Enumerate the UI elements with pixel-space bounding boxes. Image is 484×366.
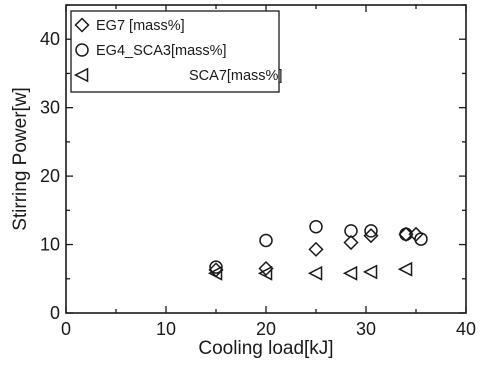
tick-labels: 0 10 20 30 40 0 10 20 30 40: [40, 29, 476, 339]
x-tick-label: 40: [456, 319, 476, 339]
data-point-diamond: [258, 260, 274, 277]
x-tick-label: 30: [356, 319, 376, 339]
data-point-circle: [414, 232, 428, 246]
data-points: [207, 220, 428, 281]
data-point-triangle-left: [207, 265, 223, 281]
data-point-triangle-left: [307, 265, 323, 281]
data-point-circle: [309, 220, 323, 234]
x-axis-label: Cooling load[kJ]: [198, 338, 333, 359]
legend-marker-circle: [75, 43, 89, 57]
y-tick-label: 30: [40, 98, 60, 118]
y-tick-label: 10: [40, 235, 60, 255]
legend-label: EG7 [mass%]: [96, 18, 185, 34]
legend-box: [70, 10, 280, 93]
data-point-triangle-left: [362, 264, 378, 280]
data-point-triangle-left: [397, 261, 413, 277]
data-point-circle: [259, 233, 273, 248]
legend-label: SCA7[mass%]: [189, 68, 282, 84]
x-tick-label: 20: [256, 319, 276, 339]
data-point-circle: [364, 224, 378, 238]
data-point-diamond: [308, 241, 324, 257]
data-point-circle: [399, 227, 413, 242]
x-tick-label: 10: [156, 319, 176, 339]
y-axis-label: Stirring Power[w]: [10, 87, 31, 231]
y-tick-label: 40: [40, 29, 60, 49]
legend-label: EG4_SCA3[mass%]: [96, 43, 227, 59]
data-point-circle: [344, 224, 358, 238]
data-point-diamond: [343, 234, 359, 251]
legend: EG7 [mass%] EG4_SCA3[mass%] SCA7[mass%]: [70, 10, 282, 93]
y-tick-label: 0: [50, 303, 60, 323]
data-point-triangle-left: [257, 265, 273, 281]
axis-ticks: [65, 4, 467, 314]
data-point-triangle-left: [342, 265, 358, 281]
legend-marker-triangle-left: [73, 67, 89, 83]
y-tick-label: 20: [40, 166, 60, 186]
x-tick-label: 0: [61, 319, 71, 339]
legend-marker-diamond: [74, 17, 90, 33]
data-point-diamond: [363, 228, 379, 244]
